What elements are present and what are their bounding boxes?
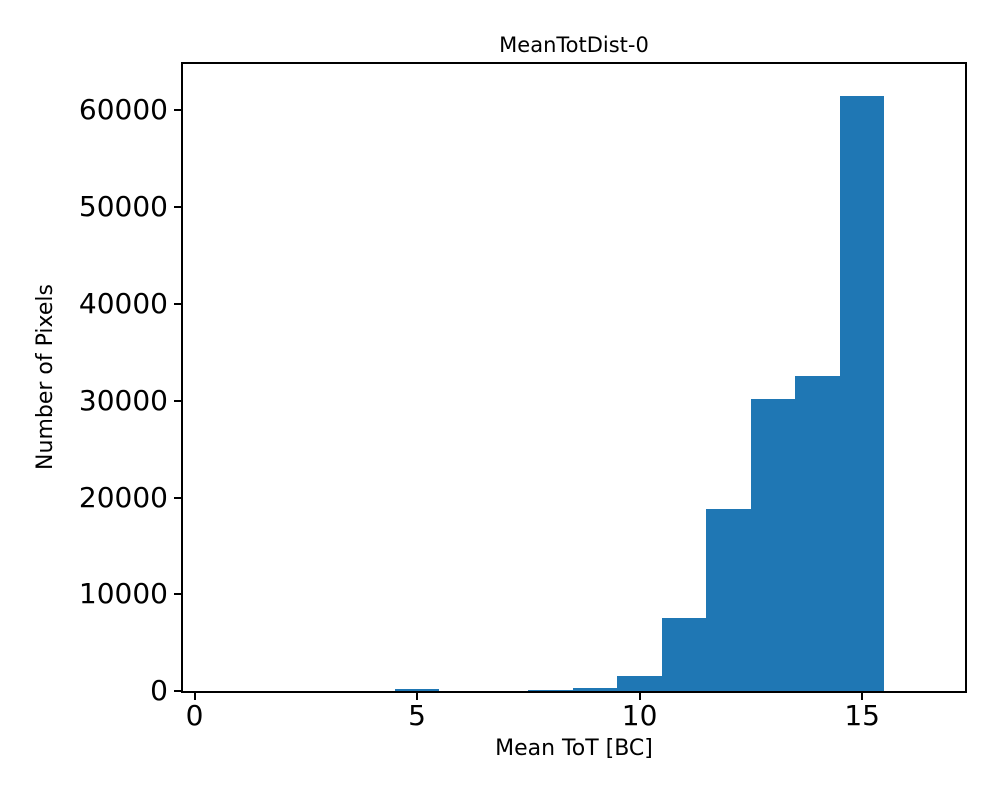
y-tick-mark (174, 593, 181, 596)
histogram-bar (394, 689, 440, 691)
histogram-bar (572, 688, 618, 691)
y-tick-mark (174, 206, 181, 209)
x-tick-mark (193, 693, 196, 700)
y-tick-label: 60000 (78, 93, 168, 127)
y-tick-mark (174, 399, 181, 402)
y-tick-label: 50000 (78, 190, 168, 224)
x-tick-mark (861, 693, 864, 700)
histogram-bar (839, 95, 885, 691)
y-tick-mark (174, 690, 181, 692)
y-tick-mark (174, 496, 181, 499)
x-tick-label: 10 (621, 699, 658, 732)
y-tick-label: 20000 (78, 480, 168, 514)
x-tick-label: 0 (185, 699, 204, 732)
histogram-bar (528, 689, 573, 691)
x-tick-label: 5 (408, 699, 426, 732)
plot-area (183, 64, 965, 691)
y-tick-label: 40000 (78, 287, 168, 320)
y-tick-label: 30000 (78, 383, 168, 417)
y-tick-mark (174, 109, 181, 112)
x-tick-mark (416, 693, 419, 700)
y-tick-label: 0 (150, 674, 168, 707)
x-axis-label: Mean ToT [BC] (495, 736, 653, 761)
histogram-bar (795, 375, 840, 691)
histogram-bar (617, 675, 662, 691)
x-tick-label: 15 (844, 699, 880, 732)
x-tick-mark (638, 693, 641, 700)
histogram-bar (706, 509, 751, 691)
chart-title: MeanTotDist-0 (499, 33, 649, 57)
y-tick-mark (174, 303, 181, 305)
histogram-bar (661, 617, 707, 691)
y-tick-label: 10000 (78, 577, 168, 611)
histogram-bar (750, 398, 796, 691)
axes-frame (181, 62, 967, 693)
